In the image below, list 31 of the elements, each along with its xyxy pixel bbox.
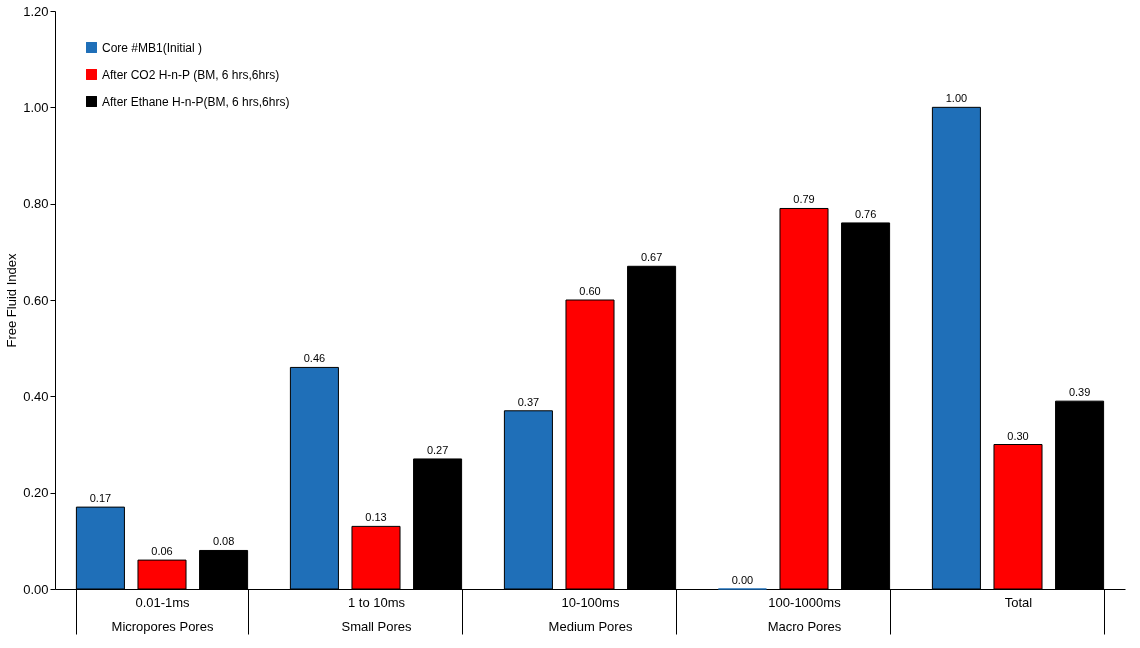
data-label: 0.30 — [1007, 429, 1029, 442]
data-label: 0.79 — [793, 193, 815, 206]
y-tick-label: 0.80 — [23, 196, 49, 212]
data-label: 0.06 — [151, 545, 173, 558]
data-label: 0.46 — [303, 352, 326, 365]
data-label: 0.76 — [854, 207, 877, 220]
y-tick-label: 0.40 — [23, 388, 49, 404]
legend-label: Core #MB1(Initial ) — [102, 40, 203, 55]
y-tick-label: 0.60 — [23, 292, 49, 308]
legend-label: After CO2 H-n-P (BM, 6 hrs,6hrs) — [102, 67, 280, 82]
data-label: 0.00 — [731, 574, 754, 586]
y-tick-label: 0.20 — [23, 485, 49, 501]
x-tick-label: 0.01-1ms Micropores Pores — [111, 594, 214, 634]
x-tick-label: 100-1000ms Macro Pores — [767, 594, 842, 634]
y-tick-label: 1.20 — [23, 3, 49, 19]
y-tick-label: 0.00 — [23, 581, 49, 597]
data-label: 0.27 — [426, 443, 449, 456]
data-label: 1.00 — [945, 92, 968, 105]
legend-label: After Ethane H-n-P(BM, 6 hrs,6hrs) — [102, 94, 290, 109]
x-tick-label: 1 to 10ms Small Pores — [341, 594, 413, 634]
x-tick-label: 10-100ms Medium Pores — [548, 594, 633, 634]
y-axis-title: Free Fluid Index — [4, 253, 20, 348]
y-tick-label: 1.00 — [23, 99, 49, 115]
data-label: 0.08 — [212, 535, 235, 548]
x-tick-label: Total — [1004, 594, 1033, 610]
data-label: 0.60 — [579, 285, 601, 297]
data-label: 0.39 — [1068, 386, 1091, 399]
data-label: 0.17 — [89, 492, 112, 505]
data-label: 0.37 — [517, 395, 540, 408]
data-label: 0.13 — [365, 511, 387, 524]
data-label: 0.67 — [640, 251, 663, 264]
